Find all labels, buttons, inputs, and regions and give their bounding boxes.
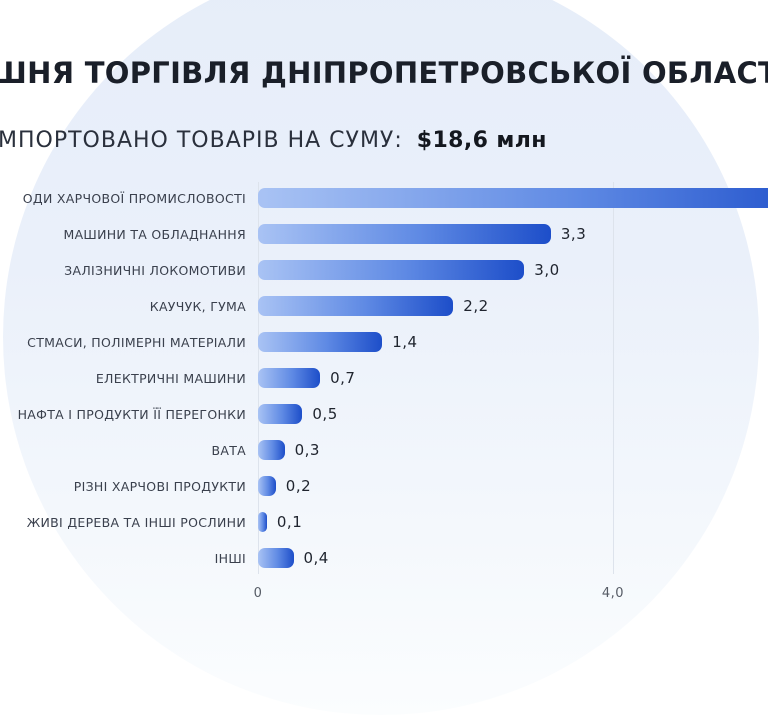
bar <box>258 404 303 424</box>
category-label-cell: МАШИНИ ТА ОБЛАДНАННЯ <box>0 227 246 242</box>
gridline <box>613 182 614 574</box>
chart-row: ЕЛЕКТРИЧНІ МАШИНИ 0,7 <box>0 360 768 396</box>
bar <box>258 548 294 568</box>
bar-chart: ОДИ ХАРЧОВОЇ ПРОМИСЛОВОСТІ МАШИНИ ТА ОБЛ… <box>0 180 768 630</box>
chart-row: ІНШІ 0,4 <box>0 540 768 576</box>
category-label-cell: ЕЛЕКТРИЧНІ МАШИНИ <box>0 371 246 386</box>
bar-area <box>258 188 768 208</box>
page-title: ШНЯ ТОРГІВЛЯ ДНІПРОПЕТРОВСЬКОЇ ОБЛАСТІ <box>0 56 768 91</box>
value-label: 3,0 <box>534 261 560 279</box>
chart-row: НАФТА І ПРОДУКТИ ЇЇ ПЕРЕГОНКИ 0,5 <box>0 396 768 432</box>
bar <box>258 260 525 280</box>
chart-row: ВАТА 0,3 <box>0 432 768 468</box>
value-label: 0,2 <box>285 477 312 495</box>
bar-area: 0,3 <box>258 440 768 460</box>
category-label: МАШИНИ ТА ОБЛАДНАННЯ <box>63 226 246 242</box>
bar-area: 0,5 <box>258 404 768 424</box>
bar <box>258 440 285 460</box>
x-tick-label: 4,0 <box>601 586 625 601</box>
category-label: РІЗНІ ХАРЧОВІ ПРОДУКТИ <box>73 478 246 494</box>
bar-area: 0,2 <box>258 476 768 496</box>
value-label: 2,2 <box>463 297 489 315</box>
category-label-cell: ОДИ ХАРЧОВОЇ ПРОМИСЛОВОСТІ <box>0 191 246 206</box>
bar <box>258 476 276 496</box>
category-label: ЖИВІ ДЕРЕВА ТА ІНШІ РОСЛИНИ <box>26 514 246 530</box>
chart-row: КАУЧУК, ГУМА 2,2 <box>0 288 768 324</box>
category-label: НАФТА І ПРОДУКТИ ЇЇ ПЕРЕГОНКИ <box>17 406 246 422</box>
bar-area: 1,4 <box>258 332 768 352</box>
chart-row: ЖИВІ ДЕРЕВА ТА ІНШІ РОСЛИНИ 0,1 <box>0 504 768 540</box>
category-label: ЕЛЕКТРИЧНІ МАШИНИ <box>95 370 246 386</box>
x-tick-label: 0 <box>253 586 263 601</box>
chart-subtitle: МПОРТОВАНО ТОВАРІВ НА СУМУ: $18,6 млн <box>0 128 547 153</box>
value-label: 0,3 <box>294 441 320 459</box>
bar-area: 0,4 <box>258 548 768 568</box>
bar <box>258 332 383 352</box>
background-ellipse <box>3 0 759 715</box>
subtitle-prefix: МПОРТОВАНО ТОВАРІВ НА СУМУ: <box>0 128 403 153</box>
chart-row: ЗАЛІЗНИЧНІ ЛОКОМОТИВИ 3,0 <box>0 252 768 288</box>
category-label-cell: КАУЧУК, ГУМА <box>0 299 246 314</box>
bar <box>258 368 321 388</box>
value-label: 3,3 <box>560 225 587 243</box>
value-label: 0,1 <box>276 513 303 531</box>
category-label: СТМАСИ, ПОЛІМЕРНІ МАТЕРІАЛИ <box>27 334 246 350</box>
bar <box>258 296 454 316</box>
category-label: ВАТА <box>211 442 246 458</box>
value-label: 0,4 <box>303 549 329 567</box>
bar <box>258 512 267 532</box>
bar-area: 3,0 <box>258 260 768 280</box>
chart-row: ОДИ ХАРЧОВОЇ ПРОМИСЛОВОСТІ <box>0 180 768 216</box>
subtitle-amount: $18,6 млн <box>416 128 547 153</box>
bar <box>258 224 551 244</box>
category-label-cell: РІЗНІ ХАРЧОВІ ПРОДУКТИ <box>0 479 246 494</box>
category-label: ІНШІ <box>214 550 246 566</box>
category-label: ЗАЛІЗНИЧНІ ЛОКОМОТИВИ <box>64 262 246 278</box>
category-label-cell: ВАТА <box>0 443 246 458</box>
category-label: КАУЧУК, ГУМА <box>149 298 246 314</box>
bar-area: 2,2 <box>258 296 768 316</box>
value-label: 0,5 <box>312 405 338 423</box>
chart-rows: ОДИ ХАРЧОВОЇ ПРОМИСЛОВОСТІ МАШИНИ ТА ОБЛ… <box>0 180 768 576</box>
category-label-cell: ЗАЛІЗНИЧНІ ЛОКОМОТИВИ <box>0 263 246 278</box>
chart-row: РІЗНІ ХАРЧОВІ ПРОДУКТИ 0,2 <box>0 468 768 504</box>
category-label-cell: ЖИВІ ДЕРЕВА ТА ІНШІ РОСЛИНИ <box>0 515 246 530</box>
chart-row: СТМАСИ, ПОЛІМЕРНІ МАТЕРІАЛИ 1,4 <box>0 324 768 360</box>
bar-area: 0,1 <box>258 512 768 532</box>
category-label-cell: СТМАСИ, ПОЛІМЕРНІ МАТЕРІАЛИ <box>0 335 246 350</box>
bar-area: 3,3 <box>258 224 768 244</box>
category-label: ОДИ ХАРЧОВОЇ ПРОМИСЛОВОСТІ <box>22 190 246 206</box>
category-label-cell: ІНШІ <box>0 551 246 566</box>
value-label: 0,7 <box>330 369 356 387</box>
category-label-cell: НАФТА І ПРОДУКТИ ЇЇ ПЕРЕГОНКИ <box>0 407 246 422</box>
bar <box>258 188 768 208</box>
value-label: 1,4 <box>392 333 418 351</box>
chart-row: МАШИНИ ТА ОБЛАДНАННЯ 3,3 <box>0 216 768 252</box>
bar-area: 0,7 <box>258 368 768 388</box>
